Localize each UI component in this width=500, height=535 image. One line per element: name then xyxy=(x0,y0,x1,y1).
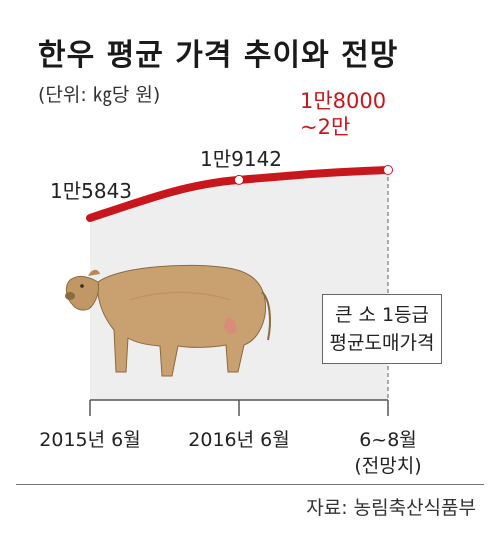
source-label: 자료: 농림축산식품부 xyxy=(306,497,476,519)
x-tick-label: (전망치) xyxy=(354,455,421,477)
data-label: 1만5843 xyxy=(50,179,132,203)
x-tick-label: 6~8월 xyxy=(359,429,417,451)
unit-label: (단위: ㎏당 원) xyxy=(38,84,161,106)
data-label: 1만9142 xyxy=(200,147,282,171)
source-divider xyxy=(16,484,484,485)
data-point xyxy=(383,165,393,175)
x-tick-label: 2016년 6월 xyxy=(188,429,289,451)
chart-title: 한우 평균 가격 추이와 전망 xyxy=(38,38,399,73)
data-point xyxy=(234,174,244,185)
note-line-1: 큰 소 1등급 xyxy=(334,304,430,326)
note-box: 큰 소 1등급 평균도매가격 xyxy=(322,294,442,364)
x-tick-label: 2015년 6월 xyxy=(39,429,140,451)
data-label: 1만8000 xyxy=(300,89,386,113)
cow-illustration xyxy=(65,264,271,377)
data-label: ~2만 xyxy=(300,115,350,139)
note-line-2: 평균도매가격 xyxy=(329,332,435,354)
